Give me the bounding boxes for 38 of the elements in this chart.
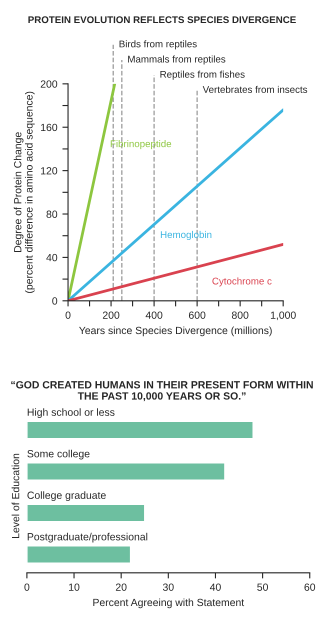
x-axis-title: Percent Agreeing with Statement bbox=[93, 598, 244, 608]
series-label: Hemoglobin bbox=[160, 230, 212, 240]
ref-line-label: Birds from reptiles bbox=[120, 40, 197, 50]
chart-title: “GOD CREATED HUMANS IN THEIR PRESENT FORM WITHIN THE PAST 10,000 YEARS OR SO.” bbox=[11, 381, 313, 402]
x-tick-label: 60 bbox=[304, 583, 316, 591]
bar bbox=[26, 462, 226, 481]
y-tick-label: 120 bbox=[41, 167, 58, 174]
series-label: Cytochrome c bbox=[212, 277, 272, 286]
x-tick-label: 800 bbox=[232, 311, 248, 319]
y-tick-label: College graduate bbox=[27, 491, 106, 501]
x-tick-label: 10 bbox=[69, 583, 80, 591]
bar bbox=[26, 545, 132, 564]
y-tick-label: Postgraduate/professional bbox=[28, 532, 148, 542]
ref-line-label: Vertebrates from insects bbox=[202, 86, 308, 93]
y-tick-label: 80 bbox=[46, 210, 58, 218]
ref-line-label: Mammals from reptiles bbox=[128, 55, 226, 65]
y-tick-label: 40 bbox=[46, 254, 58, 262]
bar bbox=[26, 504, 146, 522]
x-tick-label: 600 bbox=[188, 311, 206, 319]
x-tick-label: 40 bbox=[210, 583, 221, 591]
y-tick-label: 0 bbox=[52, 297, 58, 305]
y-tick-label: 160 bbox=[41, 124, 58, 132]
y-tick-label: Some college bbox=[27, 450, 90, 460]
y-tick-label: High school or less bbox=[28, 408, 115, 418]
x-tick-label: 20 bbox=[116, 583, 127, 591]
bar bbox=[26, 420, 254, 440]
ref-line-label: Reptiles from fishes bbox=[160, 70, 245, 80]
x-tick-label: 30 bbox=[162, 583, 174, 591]
x-axis-title: Years since Species Divergence (millions) bbox=[79, 326, 272, 336]
y-axis-title: Level of Education bbox=[12, 454, 20, 538]
chart-title: PROTEIN EVOLUTION REFLECTS SPECIES DIVERGENCE bbox=[28, 16, 296, 24]
y-tick-label: 200 bbox=[40, 80, 58, 88]
series-label: Fibrinopeptide bbox=[110, 140, 172, 150]
x-tick-label: 50 bbox=[257, 583, 268, 591]
x-tick-label: 400 bbox=[146, 311, 162, 319]
x-tick-label: 1,000 bbox=[270, 311, 296, 320]
x-tick-label: 200 bbox=[102, 311, 120, 319]
y-axis-title: Degree of Protein Change (percent difference in amino acid sequence) bbox=[14, 92, 35, 293]
